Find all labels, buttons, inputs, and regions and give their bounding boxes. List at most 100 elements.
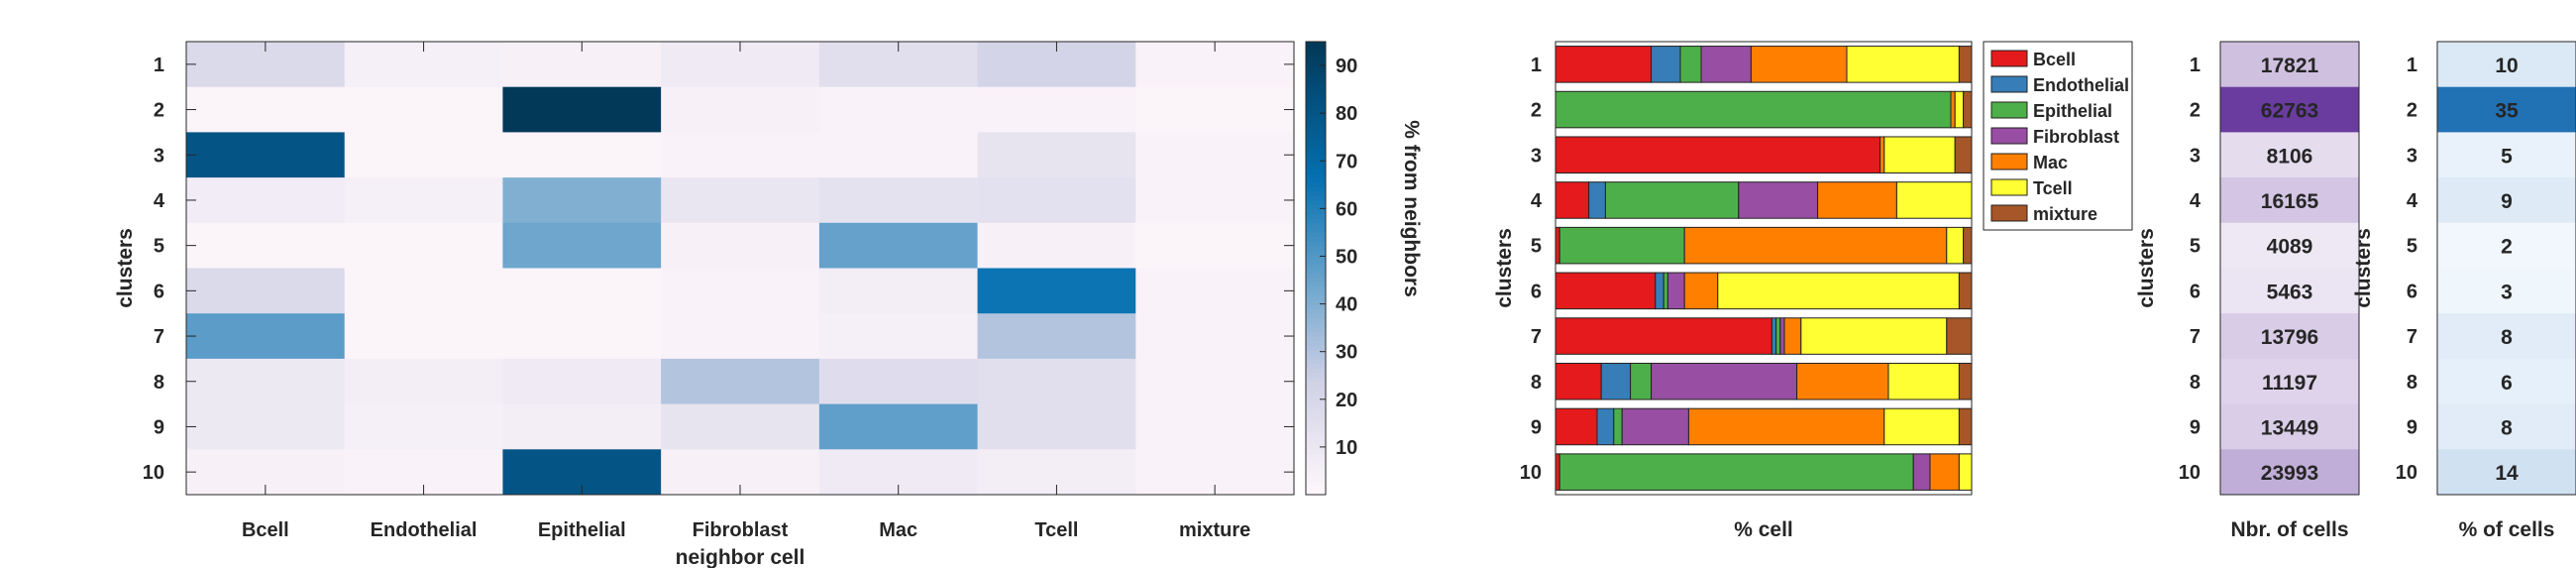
- heatmap-cell: [661, 403, 820, 450]
- y-tick-label: 3: [1531, 145, 1542, 167]
- colorbar-tick-label: 50: [1336, 246, 1357, 268]
- y-tick-label: 4: [1531, 190, 1543, 212]
- colorbar-segment: [1306, 313, 1326, 319]
- colorbar-label: % from neighbors: [1400, 120, 1423, 297]
- colorbar-segment: [1306, 290, 1326, 296]
- colorbar-segment: [1306, 164, 1326, 170]
- heatmap-cell: [186, 403, 346, 450]
- colorbar-segment: [1306, 268, 1326, 274]
- y-tick-label: 6: [2407, 281, 2417, 302]
- bar-segment-mixture: [1946, 317, 1973, 355]
- value-cell: [2437, 132, 2576, 178]
- bar-segment-mac: [1783, 317, 1802, 355]
- colorbar-segment: [1306, 227, 1326, 233]
- heatmap-cell: [818, 313, 979, 360]
- bar-segment-bcell: [1555, 453, 1560, 491]
- y-tick-label: 4: [154, 190, 165, 212]
- bar-segment-epithelial: [1663, 272, 1668, 310]
- colorbar-segment: [1306, 91, 1326, 97]
- colorbar-segment: [1306, 294, 1326, 300]
- heatmap-cell: [661, 86, 820, 133]
- value-cell: [2437, 86, 2576, 133]
- value-label: 13796: [2261, 326, 2318, 349]
- value-label: 8: [2501, 326, 2513, 349]
- heatmap-cell: [186, 132, 346, 178]
- y-tick-label: 10: [2179, 462, 2200, 484]
- bar-segment-bcell: [1555, 46, 1653, 83]
- colorbar-segment: [1306, 426, 1326, 432]
- colorbar-segment: [1306, 282, 1326, 287]
- legend-swatch: [1990, 75, 2028, 93]
- y-tick-label: 9: [1531, 416, 1542, 438]
- x-tick-label: Fibroblast: [693, 519, 789, 541]
- bar-segment-bcell: [1555, 226, 1560, 265]
- colorbar-segment: [1306, 435, 1326, 441]
- column-frame: [2219, 41, 2360, 496]
- bar-segment-mac: [1750, 46, 1848, 83]
- value-cell: [2220, 268, 2359, 314]
- bar-segment-epithelial: [1613, 407, 1623, 446]
- heatmap-cell: [502, 177, 662, 224]
- colorbar-tick-label: 60: [1336, 198, 1357, 220]
- value-label: 9: [2501, 190, 2513, 213]
- y-tick-label: 3: [154, 145, 164, 167]
- y-tick-label: 8: [1531, 372, 1542, 394]
- bar-segment-endothelial: [1655, 272, 1664, 310]
- colorbar-segment: [1306, 381, 1326, 387]
- bar-segment-fibroblast: [1912, 453, 1931, 491]
- value-cell: [2437, 358, 2576, 405]
- colorbar-segment: [1306, 386, 1326, 392]
- bar-segment-tcell: [1958, 453, 1973, 491]
- colorbar-segment: [1306, 431, 1326, 437]
- bar-segment-bcell: [1555, 407, 1598, 446]
- colorbar-segment: [1306, 82, 1326, 88]
- heatmap-cell: [186, 222, 346, 269]
- heatmap-cell: [186, 313, 346, 360]
- legend-label: Bcell: [2033, 50, 2076, 69]
- value-label: 23993: [2261, 462, 2318, 485]
- bar-segment-endothelial: [1596, 407, 1615, 446]
- bar-segment-tcell: [1846, 46, 1960, 83]
- value-cell: [2220, 86, 2359, 133]
- colorbar-segment: [1306, 100, 1326, 106]
- bar-segment-tcell: [1883, 136, 1956, 174]
- heatmap-colorbar: 10 20 30 40 50 60 70 80 90 % from neighbors: [1305, 41, 1423, 496]
- colorbar-tick-label: 40: [1336, 294, 1357, 316]
- y-tick-label: 9: [2407, 416, 2417, 438]
- colorbar-segment: [1306, 72, 1326, 79]
- y-tick-label: 9: [2190, 416, 2200, 438]
- colorbar-segment: [1306, 136, 1326, 143]
- x-tick-label: mixture: [1179, 519, 1250, 541]
- bar-segment-epithelial: [1630, 362, 1653, 400]
- colorbar-segment: [1306, 114, 1326, 120]
- colorbar-segment: [1306, 190, 1326, 196]
- bar-segment-tcell: [1887, 362, 1960, 400]
- colorbar-segment: [1306, 349, 1326, 355]
- colorbar-segment: [1306, 467, 1326, 473]
- bar-segment-mac: [1950, 90, 1956, 129]
- value-cell: [2220, 403, 2359, 450]
- cell-percent-column: 10 1 35 2 5 3 9 4 2 5 3 6 8 7 6 8 8 9 14 10 % of cells cluste…: [2352, 41, 2576, 541]
- heatmap-cell: [1135, 222, 1295, 269]
- x-tick-label: Tcell: [1034, 519, 1078, 541]
- legend-label: Mac: [2033, 153, 2068, 172]
- colorbar-segment: [1306, 104, 1326, 111]
- heatmap-cell: [977, 268, 1136, 314]
- colorbar-segment: [1306, 42, 1326, 48]
- heatmap-cell: [661, 268, 820, 314]
- colorbar-segment: [1306, 440, 1326, 446]
- colorbar-segment: [1306, 181, 1326, 187]
- value-label: 8106: [2267, 145, 2313, 168]
- y-tick-label: 1: [1531, 55, 1542, 76]
- colorbar-segment: [1306, 490, 1326, 496]
- colorbar-segment: [1306, 86, 1326, 92]
- heatmap-cell: [1135, 358, 1295, 405]
- colorbar-segment: [1306, 476, 1326, 482]
- colorbar-segment: [1306, 326, 1326, 332]
- value-cell: [2220, 177, 2359, 224]
- heatmap-cell: [344, 358, 503, 405]
- bar-segment-fibroblast: [1621, 407, 1689, 446]
- heatmap-cell: [1135, 132, 1295, 178]
- heatmap-cell: [502, 403, 662, 450]
- colorbar-segment: [1306, 449, 1326, 455]
